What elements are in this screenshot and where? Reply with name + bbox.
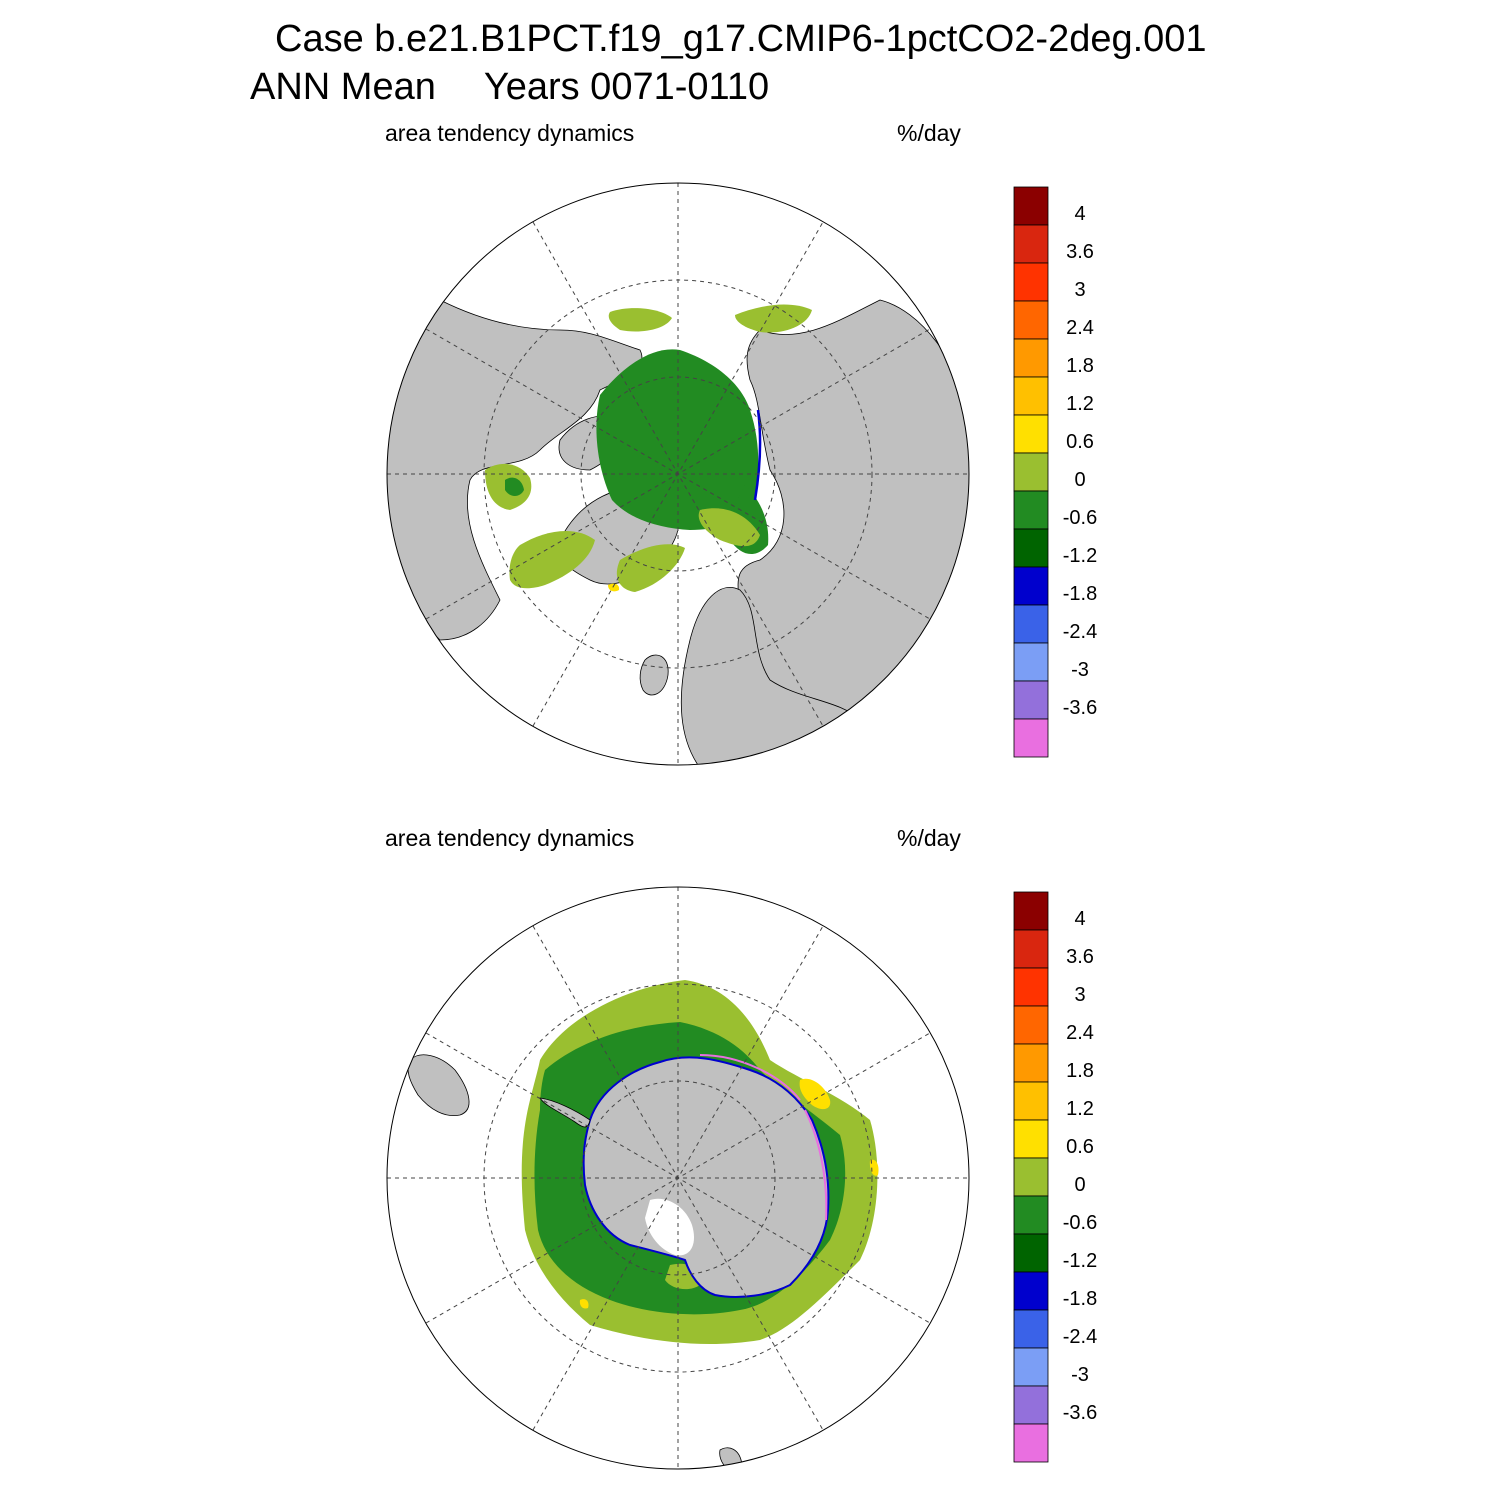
panel2-units: %/day: [897, 825, 961, 851]
colorbar-swatch: [1013, 642, 1049, 682]
colorbar-tick-label: 1.2: [1066, 393, 1094, 415]
bering-ice: [608, 308, 672, 332]
colorbar-tick-label: -3.6: [1063, 1402, 1097, 1424]
colorbar-tick-label: 4: [1074, 203, 1085, 225]
colorbar-tick-label: 3.6: [1066, 946, 1094, 968]
colorbar-swatch: [1013, 338, 1049, 378]
colorbar-swatch: [1013, 262, 1049, 302]
colorbar-swatch: [1013, 528, 1049, 568]
colorbar-swatch: [1013, 224, 1049, 264]
panel1-units: %/day: [897, 120, 961, 146]
colorbar-tick-label: 0: [1074, 469, 1085, 491]
colorbar-tick-label: -3.6: [1063, 697, 1097, 719]
colorbar-tick-label: -0.6: [1063, 507, 1097, 529]
colorbar-swatch: [1013, 1195, 1049, 1235]
colorbar-swatch: [1013, 1043, 1049, 1083]
colorbar-swatch: [1013, 1271, 1049, 1311]
years-label: Years 0071-0110: [483, 66, 770, 108]
south-polar-map: [386, 886, 970, 1470]
landmass: [582, 1056, 830, 1298]
colorbar-tick-label: 4: [1074, 908, 1085, 930]
colorbar-swatch: [1013, 1347, 1049, 1387]
colorbar-swatch: [1013, 1081, 1049, 1121]
south-graticule: [387, 887, 969, 1469]
colorbar-tick-label: -1.2: [1063, 545, 1097, 567]
colorbar-swatch: [1013, 414, 1049, 454]
colorbar-tick-label: 2.4: [1066, 1022, 1094, 1044]
colorbar-swatch: [1013, 1309, 1049, 1349]
colorbar-tick-label: 3: [1074, 279, 1085, 301]
positive-patch: [608, 583, 620, 592]
colorbar-swatch: [1013, 376, 1049, 416]
landmass: [639, 654, 669, 696]
positive-patch-east: [799, 1078, 831, 1110]
colorbar-swatch: [1013, 1423, 1049, 1463]
colorbar-south: 4 3.6 3 2.4 1.8 1.2 0.6 0 -0.6 -1.2 -1.8 -2.4 -3 -3.6: [1013, 891, 1097, 1463]
plot-title-case: Case b.e21.B1PCT.f19_g17.CMIP6-1pctCO2-2…: [275, 18, 1207, 60]
colorbar-tick-label: -2.4: [1063, 1326, 1097, 1348]
south-map-border: [386, 886, 970, 1470]
colorbar-tick-label: 3.6: [1066, 241, 1094, 263]
colorbar-tick-label: -1.8: [1063, 1288, 1097, 1310]
panel1-variable: area tendency dynamics: [385, 120, 635, 146]
colorbar-swatch: [1013, 1119, 1049, 1159]
north-polar-map: [386, 182, 970, 766]
colorbar-tick-label: 1.8: [1066, 355, 1094, 377]
north-ice-tendency-field: [485, 304, 812, 592]
colorbar-swatch: [1013, 891, 1049, 931]
colorbar-swatch: [1013, 680, 1049, 720]
colorbar-tick-label: 0: [1074, 1174, 1085, 1196]
colorbar-north: 4 3.6 3 2.4 1.8 1.2 0.6 0 -0.6 -1.2 -1.8 -2.4 -3 -3.6: [1013, 186, 1097, 758]
colorbar-swatch: [1013, 1385, 1049, 1425]
landmass: [407, 1054, 470, 1117]
north-graticule: [387, 183, 969, 765]
colorbar-swatch: [1013, 718, 1049, 758]
ice-edge-negative: [753, 409, 762, 501]
colorbar-tick-label: 1.2: [1066, 1098, 1094, 1120]
labrador-ice: [509, 530, 595, 589]
landmass: [680, 587, 861, 765]
colorbar-tick-label: -0.6: [1063, 1212, 1097, 1234]
colorbar-swatch: [1013, 452, 1049, 492]
coastal-magenta-edge: [699, 1054, 828, 1221]
colorbar-swatch: [1013, 604, 1049, 644]
colorbar-tick-label: -1.2: [1063, 1250, 1097, 1272]
barents-edge: [698, 508, 760, 547]
positive-patch-east2: [869, 1159, 879, 1176]
colorbar-tick-label: 3: [1074, 984, 1085, 1006]
colorbar-tick-label: -1.8: [1063, 583, 1097, 605]
colorbar-tick-label: -2.4: [1063, 621, 1097, 643]
colorbar-tick-label: -3: [1071, 659, 1089, 681]
colorbar-tick-label: 0.6: [1066, 431, 1094, 453]
positive-patch-south: [579, 1299, 589, 1309]
arctic-central-ice: [596, 349, 759, 530]
plot-title-period: ANN Mean Years 0071-0110: [250, 66, 817, 109]
colorbar-swatch: [1013, 1233, 1049, 1273]
season-label: ANN Mean: [250, 66, 436, 108]
colorbar-swatch: [1013, 1005, 1049, 1045]
greenland-sea-ice: [616, 544, 685, 592]
colorbar-swatch: [1013, 929, 1049, 969]
north-map-border: [386, 182, 970, 766]
colorbar-tick-label: 1.8: [1066, 1060, 1094, 1082]
colorbar-tick-label: -3: [1071, 1364, 1089, 1386]
colorbar-tick-label: 2.4: [1066, 317, 1094, 339]
colorbar-swatch: [1013, 566, 1049, 606]
okhotsk-ice: [735, 304, 812, 333]
colorbar-swatch: [1013, 490, 1049, 530]
ross-ice-shelf: [645, 1198, 695, 1256]
panel2-variable: area tendency dynamics: [385, 825, 635, 851]
south-land: [407, 1054, 830, 1469]
colorbar-swatch: [1013, 1157, 1049, 1197]
colorbar-swatch: [1013, 300, 1049, 340]
colorbar-swatch: [1013, 967, 1049, 1007]
hudson-bay-core: [505, 477, 524, 496]
colorbar-swatch: [1013, 186, 1049, 226]
colorbar-tick-label: 0.6: [1066, 1136, 1094, 1158]
